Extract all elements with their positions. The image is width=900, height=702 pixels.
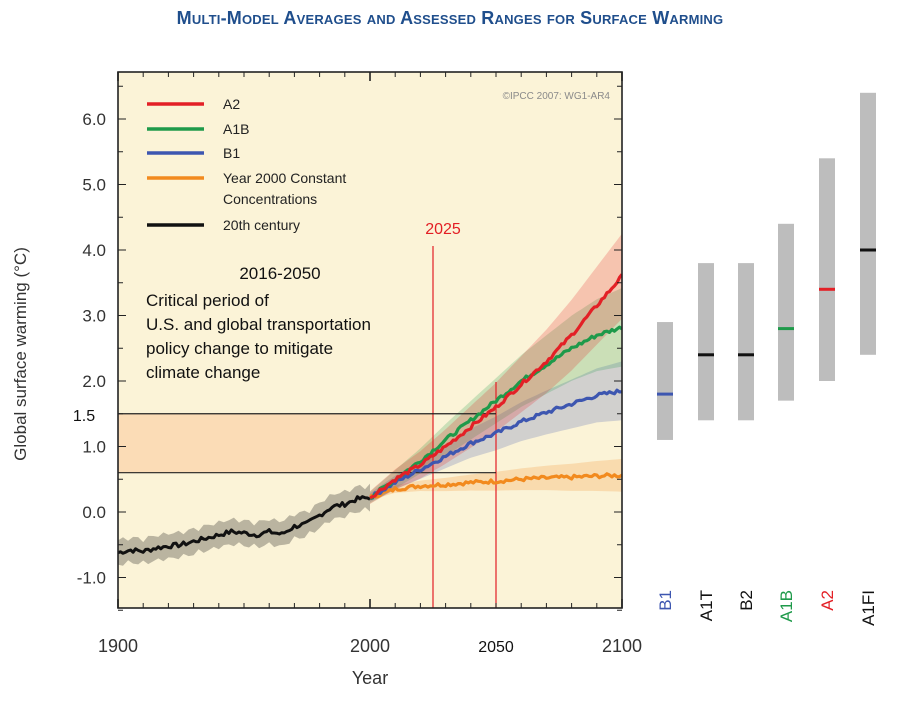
y-tick-label: 6.0 xyxy=(82,110,106,129)
series-line xyxy=(369,472,622,499)
y-axis-label: Global surface warming (°C) xyxy=(11,247,30,461)
x-tick-label: 2000 xyxy=(350,636,390,656)
range-bar xyxy=(860,92,876,355)
period-text-line: U.S. and global transportation xyxy=(146,315,371,334)
x-tick-label: 1900 xyxy=(98,636,138,656)
chart-title: Multi-Model Averages and Assessed Ranges… xyxy=(176,8,724,28)
x-tick-label: 2100 xyxy=(602,636,642,656)
year-2050-label: 2050 xyxy=(478,639,514,656)
marker-2025-label: 2025 xyxy=(425,221,461,238)
series-line xyxy=(118,495,371,555)
range-bar xyxy=(738,263,754,421)
target-range-band xyxy=(118,413,433,473)
legend-label: Year 2000 Constant xyxy=(223,170,346,186)
best-estimate-mark xyxy=(860,248,876,252)
best-estimate-mark xyxy=(778,327,794,331)
best-estimate-mark xyxy=(657,392,673,396)
uncertainty-band xyxy=(370,233,622,504)
scenario-label: A1B xyxy=(777,590,796,622)
x-axis-label: Year xyxy=(352,668,388,688)
period-text-line: climate change xyxy=(146,363,260,382)
y-tick-label: 2.0 xyxy=(82,372,106,391)
y-tick-label: 1.0 xyxy=(82,438,106,457)
y-tick-label: 3.0 xyxy=(82,307,106,326)
best-estimate-mark xyxy=(738,353,754,357)
legend-label: A2 xyxy=(223,96,240,112)
level-1-5-label: 1.5 xyxy=(73,408,95,425)
y-tick-label: 5.0 xyxy=(82,176,106,195)
legend-label: Concentrations xyxy=(223,191,317,207)
period-text-line: Critical period of xyxy=(146,291,269,310)
range-bar xyxy=(657,322,673,440)
scenario-label: B1 xyxy=(656,590,675,611)
axis-ticks: -1.0 0.0 1.0 2.0 3.0 4.0 5.0 6.0 1900 2000 2100 xyxy=(77,72,642,656)
period-title: 2016-2050 xyxy=(239,264,320,283)
period-text-line: policy change to mitigate xyxy=(146,339,333,358)
y-tick-label: 4.0 xyxy=(82,241,106,260)
legend-label: 20th century xyxy=(223,217,300,233)
assessed-ranges: B1 A1T B2 A1B A2 A1FI xyxy=(656,92,878,626)
scenario-label: A2 xyxy=(818,590,837,611)
y-tick-label: 0.0 xyxy=(82,503,106,522)
scenario-label: B2 xyxy=(737,590,756,611)
copyright-note: ©IPCC 2007: WG1-AR4 xyxy=(503,91,611,102)
best-estimate-mark xyxy=(819,287,835,291)
best-estimate-mark xyxy=(698,353,714,357)
series-lines xyxy=(118,273,622,555)
scenario-label: A1FI xyxy=(859,590,878,626)
range-bar xyxy=(698,263,714,421)
range-bar xyxy=(778,223,794,401)
plot-area xyxy=(118,72,622,608)
series-line xyxy=(369,273,622,500)
y-tick-label: -1.0 xyxy=(77,569,106,588)
legend-label: A1B xyxy=(223,121,249,137)
series-line xyxy=(369,388,622,500)
legend: A2 A1B B1 Year 2000 Constant Concentrations 2… xyxy=(147,96,346,233)
range-bar xyxy=(819,158,835,381)
scenario-label: A1T xyxy=(697,590,716,621)
reference-lines xyxy=(118,246,497,608)
legend-label: B1 xyxy=(223,145,240,161)
